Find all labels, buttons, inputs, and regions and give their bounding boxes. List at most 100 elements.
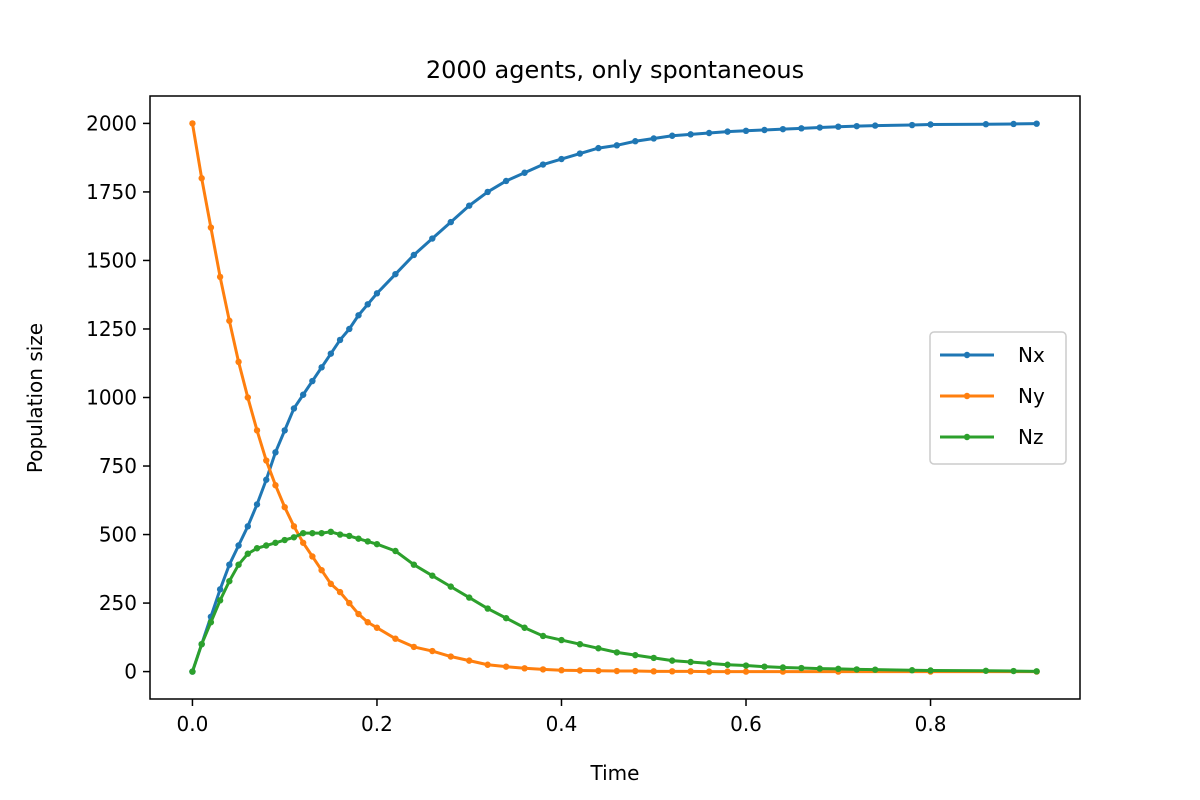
data-point-nz bbox=[1033, 668, 1040, 675]
data-point-nz bbox=[299, 529, 307, 537]
data-point-nx bbox=[779, 125, 787, 133]
y-tick-label: 250 bbox=[99, 591, 137, 615]
data-point-nz bbox=[235, 561, 242, 568]
data-point-nx bbox=[290, 405, 298, 412]
data-point-nx bbox=[253, 501, 261, 508]
series-nz bbox=[189, 528, 1040, 675]
data-point-nx bbox=[632, 138, 639, 145]
data-point-nx bbox=[226, 561, 233, 568]
data-point-nx bbox=[724, 128, 731, 135]
data-point-ny bbox=[742, 668, 750, 675]
y-tick-label: 500 bbox=[99, 523, 137, 547]
data-point-nx bbox=[650, 135, 657, 142]
data-point-nz bbox=[244, 550, 251, 557]
data-point-nz bbox=[798, 664, 805, 672]
data-point-nz bbox=[309, 529, 316, 537]
data-point-nx bbox=[1010, 120, 1017, 128]
data-point-nx bbox=[447, 218, 454, 226]
legend-label-ny: Ny bbox=[1018, 384, 1045, 408]
data-point-ny bbox=[410, 643, 418, 651]
data-point-ny bbox=[650, 668, 657, 675]
data-point-nz bbox=[216, 597, 224, 604]
data-point-ny bbox=[253, 427, 261, 434]
data-point-nz bbox=[355, 535, 362, 542]
data-point-nz bbox=[318, 529, 325, 537]
data-point-nx bbox=[336, 336, 344, 344]
data-point-nz bbox=[484, 605, 491, 612]
x-axis-label: Time bbox=[590, 761, 640, 785]
data-point-nx bbox=[355, 312, 362, 319]
data-point-nx bbox=[410, 251, 418, 259]
data-point-nx bbox=[982, 121, 990, 128]
data-point-nz bbox=[705, 660, 713, 667]
data-point-ny bbox=[576, 667, 584, 674]
y-tick-label: 750 bbox=[99, 454, 137, 478]
data-point-ny bbox=[336, 588, 344, 596]
data-point-ny bbox=[309, 553, 316, 560]
data-point-ny bbox=[705, 668, 713, 675]
data-point-nx bbox=[235, 542, 242, 549]
data-point-nz bbox=[650, 654, 657, 662]
data-point-nx bbox=[327, 350, 335, 357]
data-point-nz bbox=[281, 536, 288, 544]
data-point-ny bbox=[669, 668, 676, 675]
data-point-ny bbox=[502, 663, 510, 670]
x-tick-label: 0.8 bbox=[915, 712, 947, 736]
data-point-nx bbox=[521, 169, 528, 176]
data-point-ny bbox=[724, 668, 731, 675]
y-tick-label: 1250 bbox=[86, 317, 137, 341]
data-point-nz bbox=[327, 528, 335, 535]
data-point-ny bbox=[290, 523, 298, 530]
y-tick-label: 0 bbox=[124, 660, 137, 684]
data-point-ny bbox=[613, 667, 621, 675]
data-point-ny bbox=[484, 661, 491, 668]
data-point-nz bbox=[253, 545, 261, 552]
y-tick-label: 1500 bbox=[86, 248, 137, 272]
data-point-ny bbox=[189, 120, 196, 127]
data-point-ny bbox=[539, 666, 547, 673]
data-point-ny bbox=[364, 619, 371, 626]
data-point-ny bbox=[521, 665, 528, 672]
x-tick-label: 0.2 bbox=[361, 712, 393, 736]
data-point-ny bbox=[318, 566, 325, 574]
data-point-nx bbox=[244, 523, 251, 530]
data-point-ny bbox=[687, 668, 694, 675]
data-point-nz bbox=[576, 640, 584, 648]
data-point-nx bbox=[705, 129, 713, 137]
data-point-nz bbox=[410, 561, 418, 568]
data-point-nx bbox=[502, 177, 510, 185]
data-point-ny bbox=[466, 657, 473, 664]
legend-label-nz: Nz bbox=[1018, 425, 1043, 449]
legend-marker-nz bbox=[963, 433, 971, 441]
data-point-ny bbox=[207, 224, 215, 231]
data-point-nz bbox=[724, 661, 731, 668]
data-point-nz bbox=[502, 614, 510, 622]
data-point-nz bbox=[595, 645, 602, 652]
data-point-nz bbox=[392, 547, 399, 555]
data-point-nx bbox=[346, 325, 353, 333]
data-point-nz bbox=[373, 540, 381, 548]
data-point-nz bbox=[779, 664, 787, 671]
legend-marker-ny bbox=[963, 392, 971, 400]
data-point-nx bbox=[687, 131, 694, 138]
data-point-nz bbox=[1010, 667, 1017, 675]
data-point-ny bbox=[263, 457, 270, 464]
legend-box bbox=[929, 331, 1067, 465]
data-point-nz bbox=[835, 665, 842, 673]
data-point-ny bbox=[244, 394, 251, 401]
data-point-nz bbox=[364, 538, 371, 545]
data-point-nx bbox=[908, 121, 916, 129]
data-point-ny bbox=[281, 503, 288, 511]
data-point-nx bbox=[309, 377, 316, 385]
data-point-nx bbox=[669, 132, 676, 139]
x-tick-label: 0.6 bbox=[730, 712, 762, 736]
data-point-nz bbox=[263, 542, 270, 549]
data-point-ny bbox=[373, 624, 381, 631]
data-point-ny bbox=[632, 667, 639, 675]
data-point-nz bbox=[189, 668, 196, 675]
data-point-nz bbox=[272, 539, 279, 546]
data-point-nz bbox=[853, 666, 860, 673]
data-point-ny bbox=[216, 273, 224, 281]
data-point-ny bbox=[447, 653, 454, 660]
series-layer bbox=[189, 120, 1040, 675]
